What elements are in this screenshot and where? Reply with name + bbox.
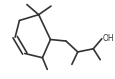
Text: OH: OH (102, 34, 114, 43)
